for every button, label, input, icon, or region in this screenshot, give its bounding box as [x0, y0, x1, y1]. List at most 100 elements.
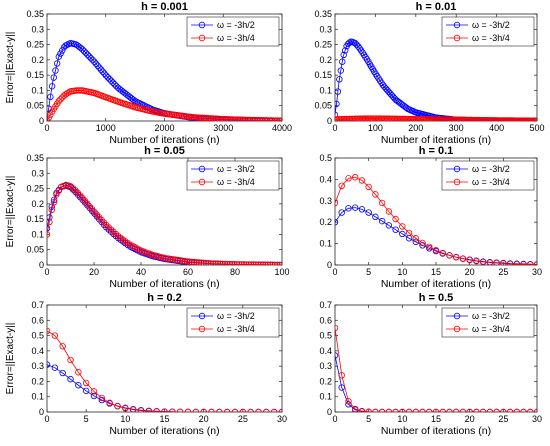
data-point	[47, 225, 51, 232]
y-tick-label: 0.05	[26, 101, 44, 111]
data-point	[466, 256, 473, 264]
x-axis-label: Number of iterations (n)	[109, 425, 219, 437]
x-tick-label: 5	[366, 267, 371, 277]
y-tick-label: 0.15	[26, 214, 44, 224]
data-point	[106, 75, 113, 83]
data-point	[231, 116, 238, 121]
data-point	[486, 259, 494, 265]
data-point	[446, 252, 453, 259]
data-point	[228, 116, 235, 121]
data-point	[75, 87, 83, 94]
data-point	[101, 70, 108, 77]
y-tick-label: 0.25	[26, 184, 44, 194]
chart-title: h = 0.1	[419, 145, 454, 157]
y-tick-label: 0.1	[319, 239, 332, 249]
data-point	[86, 53, 93, 60]
data-point	[248, 116, 255, 121]
data-point	[75, 369, 82, 376]
data-point	[200, 408, 207, 412]
legend: ω = -3h/2 ω = -3h/4	[186, 307, 280, 338]
data-point	[108, 77, 115, 85]
legend-marker	[198, 312, 206, 320]
data-point	[152, 252, 160, 260]
data-point	[258, 117, 265, 121]
y-tick-label: 0.35	[314, 9, 332, 19]
data-point	[62, 91, 69, 98]
legend-label: ω = -3h/4	[217, 324, 255, 334]
y-tick-label: 0.2	[31, 376, 44, 386]
data-point	[405, 229, 413, 237]
x-tick-label: 300	[449, 123, 464, 133]
data-point	[385, 222, 393, 229]
data-point	[340, 51, 347, 59]
data-point	[74, 87, 81, 94]
data-point	[50, 74, 57, 81]
data-point	[226, 260, 233, 265]
y-tick-label: 0.2	[319, 217, 332, 227]
x-axis-label: Number of iterations (n)	[381, 278, 491, 290]
legend-marker	[453, 325, 461, 333]
legend-marker	[198, 21, 206, 29]
legend-marker	[453, 312, 461, 320]
data-point	[412, 408, 419, 412]
data-point	[217, 115, 225, 121]
series-2	[47, 181, 282, 265]
data-point	[192, 408, 200, 412]
data-point	[67, 375, 74, 383]
data-point	[47, 327, 51, 335]
subplot-5: h = 0.2 0 5 10 15 20 25 30 0 0.1 0.2 0.3 0.4 0.5 0.6 0.…	[5, 292, 287, 437]
series-2	[335, 324, 537, 412]
x-tick-label: 25	[498, 267, 508, 277]
data-point	[209, 260, 217, 265]
data-point	[269, 261, 276, 265]
data-point	[270, 117, 277, 121]
data-point	[527, 261, 534, 265]
data-point	[87, 55, 95, 62]
x-tick-label: 5	[366, 414, 371, 424]
data-point	[337, 67, 345, 74]
data-point	[378, 408, 386, 412]
data-point	[198, 259, 205, 265]
legend-label: ω = -3h/2	[217, 311, 255, 321]
y-tick-label: 0.1	[31, 85, 44, 95]
data-point	[345, 205, 352, 212]
data-point	[80, 47, 88, 55]
data-point	[260, 117, 267, 121]
data-point	[520, 408, 527, 412]
data-point	[439, 249, 446, 257]
data-point	[266, 117, 274, 121]
data-point	[207, 115, 215, 121]
series-2	[47, 87, 282, 121]
data-point	[459, 255, 467, 262]
data-point	[51, 332, 59, 339]
data-point	[241, 116, 249, 121]
data-point	[243, 116, 250, 121]
data-point	[62, 181, 70, 189]
data-point	[111, 81, 118, 88]
data-point	[195, 259, 203, 265]
data-point	[419, 408, 426, 412]
y-tick-label: 0.5	[319, 331, 332, 341]
data-point	[167, 255, 174, 263]
legend-label: ω = -3h/2	[472, 20, 510, 30]
y-tick-label: 0.3	[319, 361, 332, 371]
data-point	[184, 408, 192, 412]
legend-marker	[198, 178, 206, 186]
data-point	[82, 49, 90, 57]
data-point	[162, 254, 169, 262]
data-point	[500, 260, 507, 265]
data-point	[51, 364, 59, 371]
data-point	[202, 259, 210, 265]
legend-marker	[453, 34, 461, 42]
data-point	[473, 408, 480, 412]
data-point	[338, 182, 345, 190]
data-point	[57, 96, 64, 103]
data-point	[82, 379, 90, 387]
series-line	[335, 207, 537, 265]
data-point	[412, 238, 419, 246]
y-tick-label: 0.05	[314, 101, 332, 111]
x-tick-label: 1000	[96, 123, 116, 133]
data-point	[155, 253, 162, 260]
y-tick-label: 0.5	[319, 153, 332, 163]
